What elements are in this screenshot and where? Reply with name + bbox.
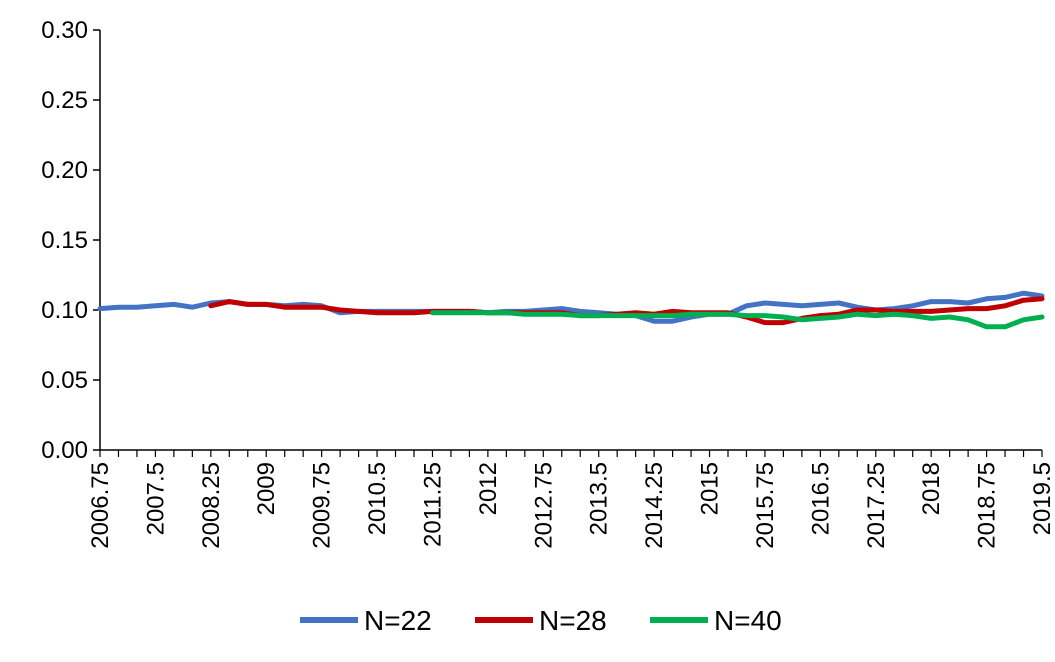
legend-label: N=28 (539, 605, 607, 636)
x-tick-labels: 2006.75 2007.5 2008.25 2009 2009.75 2010.5 201… (87, 462, 1055, 549)
x-tick-label: 2012 (475, 462, 502, 515)
y-tick-label: 0.25 (41, 87, 88, 114)
y-tick-label: 0.05 (41, 367, 88, 394)
x-tick-label: 2014.25 (641, 462, 668, 549)
series-layer (97, 290, 1045, 330)
legend-label: N=40 (714, 605, 782, 636)
x-tick-label: 2018 (918, 462, 945, 515)
y-tick-label: 0.00 (41, 437, 88, 464)
x-tick-label: 2007.5 (142, 462, 169, 535)
y-tick-label: 0.30 (41, 17, 88, 44)
x-tick-label: 2018.75 (974, 462, 1001, 549)
x-tick-label: 2015 (697, 462, 724, 515)
x-tick-label: 2009 (253, 462, 280, 515)
y-tick-label: 0.10 (41, 297, 88, 324)
x-tick-label: 2019.5 (1029, 462, 1055, 535)
x-tick-label: 2017.25 (863, 462, 890, 549)
x-tick-label: 2013.5 (586, 462, 613, 535)
y-tick-label: 0.20 (41, 157, 88, 184)
x-tick-label: 2006.75 (87, 462, 114, 549)
x-tick-label: 2016.5 (807, 462, 834, 535)
series-line-n-40 (430, 310, 1045, 330)
x-tick-label: 2010.5 (364, 462, 391, 535)
x-tick-label: 2009.75 (309, 462, 336, 549)
axes (93, 29, 1043, 457)
x-tick-label: 2012.75 (530, 462, 557, 549)
legend: N=22 N=28 N=40 (300, 605, 782, 636)
y-tick-label: 0.15 (41, 227, 88, 254)
y-tick-labels: 0.00 0.05 0.10 0.15 0.20 0.25 0.30 (41, 17, 88, 464)
x-tick-label: 2011.25 (419, 462, 446, 547)
x-tick-label: 2015.75 (752, 462, 779, 549)
x-tick-label: 2008.25 (198, 462, 225, 549)
legend-label: N=22 (364, 605, 432, 636)
